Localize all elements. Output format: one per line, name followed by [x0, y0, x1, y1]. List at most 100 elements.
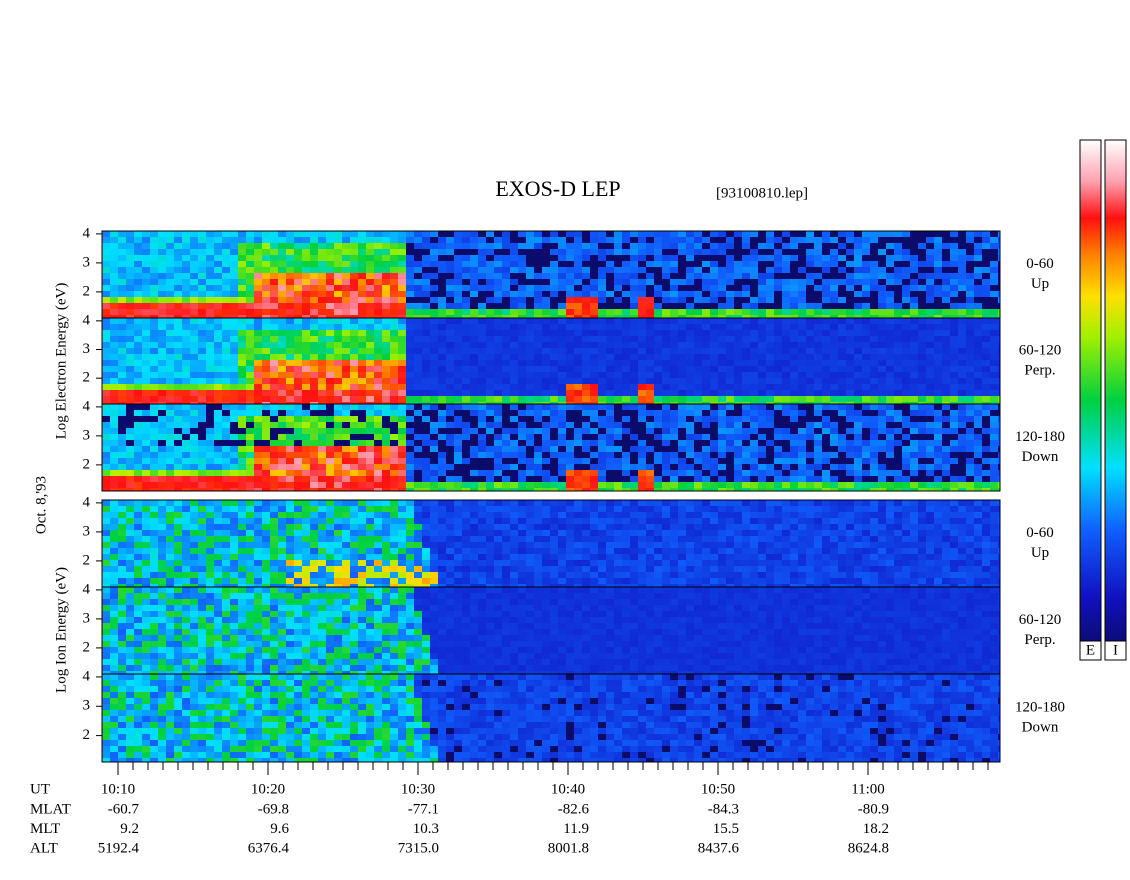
- spectrogram-pixel: [982, 476, 990, 482]
- spectrogram-pixel: [534, 237, 542, 243]
- spectrogram-pixel: [182, 452, 190, 458]
- spectrogram-pixel: [510, 297, 518, 303]
- spectrogram-pixel: [782, 464, 790, 470]
- spectrogram-pixel: [262, 422, 270, 428]
- spectrogram-pixel: [606, 324, 614, 330]
- spectrogram-pixel: [734, 297, 742, 303]
- spectrogram-pixel: [366, 237, 374, 243]
- spectrogram-pixel: [230, 464, 238, 470]
- spectrogram-pixel: [574, 243, 582, 249]
- spectrogram-pixel: [342, 348, 350, 354]
- spectrogram-pixel: [694, 470, 702, 476]
- spectrogram-pixel: [382, 416, 390, 422]
- spectrogram-pixel: [518, 291, 526, 297]
- spectrogram-pixel: [190, 482, 198, 488]
- spectrogram-pixel: [182, 348, 190, 354]
- spectrogram-pixel: [374, 231, 382, 237]
- spectrogram-pixel: [230, 243, 238, 249]
- spectrogram-pixel: [966, 396, 974, 402]
- spectrogram-pixel: [902, 416, 910, 422]
- spectrogram-pixel: [134, 324, 142, 330]
- spectrogram-pixel: [198, 285, 206, 291]
- spectrogram-pixel: [606, 360, 614, 366]
- spectrogram-pixel: [678, 342, 686, 348]
- spectrogram-pixel: [662, 348, 670, 354]
- spectrogram-pixel: [718, 231, 726, 237]
- spectrogram-pixel: [126, 243, 134, 249]
- spectrogram-pixel: [694, 360, 702, 366]
- spectrogram-pixel: [862, 348, 870, 354]
- spectrogram-pixel: [318, 267, 326, 273]
- spectrogram-pixel: [862, 285, 870, 291]
- spectrogram-pixel: [550, 231, 558, 237]
- spectrogram-pixel: [998, 336, 1000, 342]
- spectrogram-pixel: [438, 440, 446, 446]
- spectrogram-pixel: [590, 440, 598, 446]
- spectrogram-pixel: [526, 249, 534, 255]
- spectrogram-pixel: [342, 378, 350, 384]
- spectrogram-pixel: [918, 440, 926, 446]
- spectrogram-pixel: [670, 243, 678, 249]
- spectrogram-pixel: [582, 440, 590, 446]
- spectrogram-pixel: [830, 297, 838, 303]
- spectrogram-pixel: [542, 458, 550, 464]
- spectrogram-pixel: [910, 267, 918, 273]
- spectrogram-pixel: [710, 297, 718, 303]
- spectrogram-pixel: [382, 428, 390, 434]
- spectrogram-pixel: [822, 434, 830, 440]
- spectrogram-pixel: [878, 384, 886, 390]
- spectrogram-pixel: [662, 237, 670, 243]
- spectrogram-pixel: [326, 402, 334, 404]
- spectrogram-pixel: [734, 243, 742, 249]
- spectrogram-pixel: [150, 231, 158, 237]
- spectrogram-pixel: [590, 315, 598, 318]
- spectrogram-pixel: [894, 243, 902, 249]
- spectrogram-pixel: [774, 378, 782, 384]
- spectrogram-pixel: [374, 243, 382, 249]
- spectrogram-pixel: [982, 464, 990, 470]
- spectrogram-pixel: [582, 372, 590, 378]
- date-label: Oct. 8,'93: [33, 476, 49, 534]
- spectrogram-pixel: [230, 410, 238, 416]
- spectrogram-pixel: [806, 372, 814, 378]
- spectrogram-pixel: [694, 476, 702, 482]
- spectrogram-pixel: [318, 249, 326, 255]
- spectrogram-pixel: [382, 309, 390, 315]
- spectrogram-pixel: [774, 303, 782, 309]
- spectrogram-pixel: [166, 390, 174, 396]
- spectrogram-pixel: [518, 324, 526, 330]
- spectrogram-pixel: [262, 446, 270, 452]
- spectrogram-pixel: [438, 476, 446, 482]
- spectrogram-pixel: [934, 446, 942, 452]
- spectrogram-pixel: [166, 434, 174, 440]
- spectrogram-pixel: [294, 291, 302, 297]
- spectrogram-pixel: [238, 249, 246, 255]
- spectrogram-pixel: [750, 243, 758, 249]
- spectrogram-pixel: [374, 342, 382, 348]
- spectrogram-pixel: [182, 243, 190, 249]
- spectrogram-pixel: [878, 237, 886, 243]
- spectrogram-pixel: [278, 318, 286, 324]
- spectrogram-pixel: [566, 279, 574, 285]
- spectrogram-pixel: [662, 410, 670, 416]
- spectrogram-pixel: [782, 452, 790, 458]
- spectrogram-pixel: [550, 428, 558, 434]
- spectrogram-pixel: [838, 267, 846, 273]
- spectrogram-pixel: [390, 315, 398, 318]
- spectrogram-pixel: [190, 372, 198, 378]
- spectrogram-pixel: [358, 348, 366, 354]
- spectrogram-pixel: [590, 378, 598, 384]
- spectrogram-pixel: [582, 458, 590, 464]
- spectrogram-pixel: [254, 416, 262, 422]
- spectrogram-pixel: [606, 384, 614, 390]
- spectrogram-pixel: [158, 249, 166, 255]
- spectrogram-pixel: [590, 422, 598, 428]
- spectrogram-pixel: [758, 458, 766, 464]
- spectrogram-pixel: [166, 476, 174, 482]
- spectrogram-pixel: [870, 470, 878, 476]
- spectrogram-pixel: [182, 249, 190, 255]
- spectrogram-pixel: [366, 390, 374, 396]
- spectrogram-pixel: [814, 458, 822, 464]
- spectrogram-pixel: [670, 390, 678, 396]
- spectrogram-pixel: [654, 464, 662, 470]
